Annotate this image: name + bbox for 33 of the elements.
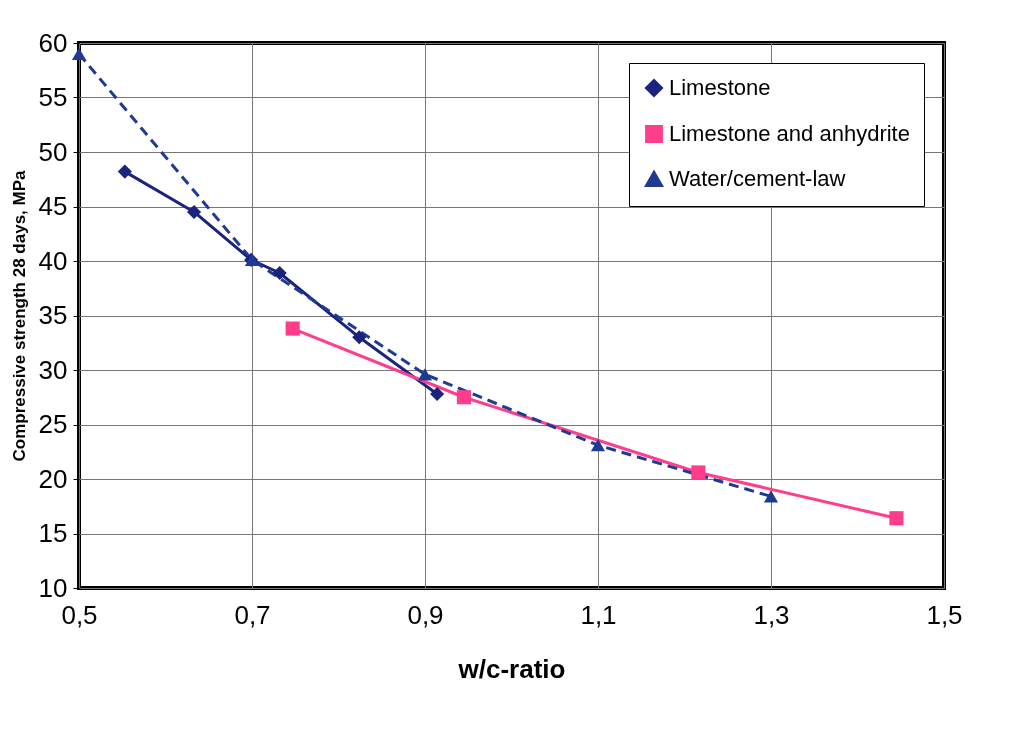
point xyxy=(272,265,287,281)
y-tick-label: 40 xyxy=(38,245,68,276)
point xyxy=(763,490,779,503)
x-tick-label: 1,3 xyxy=(753,599,790,630)
y-tick-label: 20 xyxy=(38,463,68,494)
y-tick-label: 60 xyxy=(38,27,68,58)
point xyxy=(456,390,471,405)
x-axis-title: w/c-ratio xyxy=(457,653,566,684)
y-tick-label: 55 xyxy=(38,82,68,112)
y-tick-label: 45 xyxy=(38,191,68,221)
y-tick-label: 35 xyxy=(38,300,68,330)
y-tick-label: 50 xyxy=(38,136,68,167)
point xyxy=(352,330,367,345)
point xyxy=(590,439,606,452)
point xyxy=(285,321,300,336)
x-tick-label: 0,9 xyxy=(407,599,444,630)
x-tick-label: 0,7 xyxy=(234,599,271,630)
point xyxy=(889,511,904,526)
legend-label: Water/cement-law xyxy=(669,166,846,191)
x-tick-label: 1,5 xyxy=(926,599,963,630)
x-tick-label: 1,1 xyxy=(580,599,617,630)
legend-label: Limestone and anhydrite xyxy=(669,121,910,146)
y-axis-title: Compressive strength 28 days, MPa xyxy=(9,169,29,462)
point xyxy=(417,368,433,381)
point xyxy=(186,204,202,220)
point xyxy=(430,386,445,402)
point xyxy=(117,164,132,179)
y-tick-label: 15 xyxy=(38,518,68,548)
y-tick-label: 30 xyxy=(38,354,68,385)
point xyxy=(71,47,87,61)
point xyxy=(691,465,706,480)
legend-label: Limestone xyxy=(669,75,771,100)
y-tick-label: 25 xyxy=(38,409,68,439)
